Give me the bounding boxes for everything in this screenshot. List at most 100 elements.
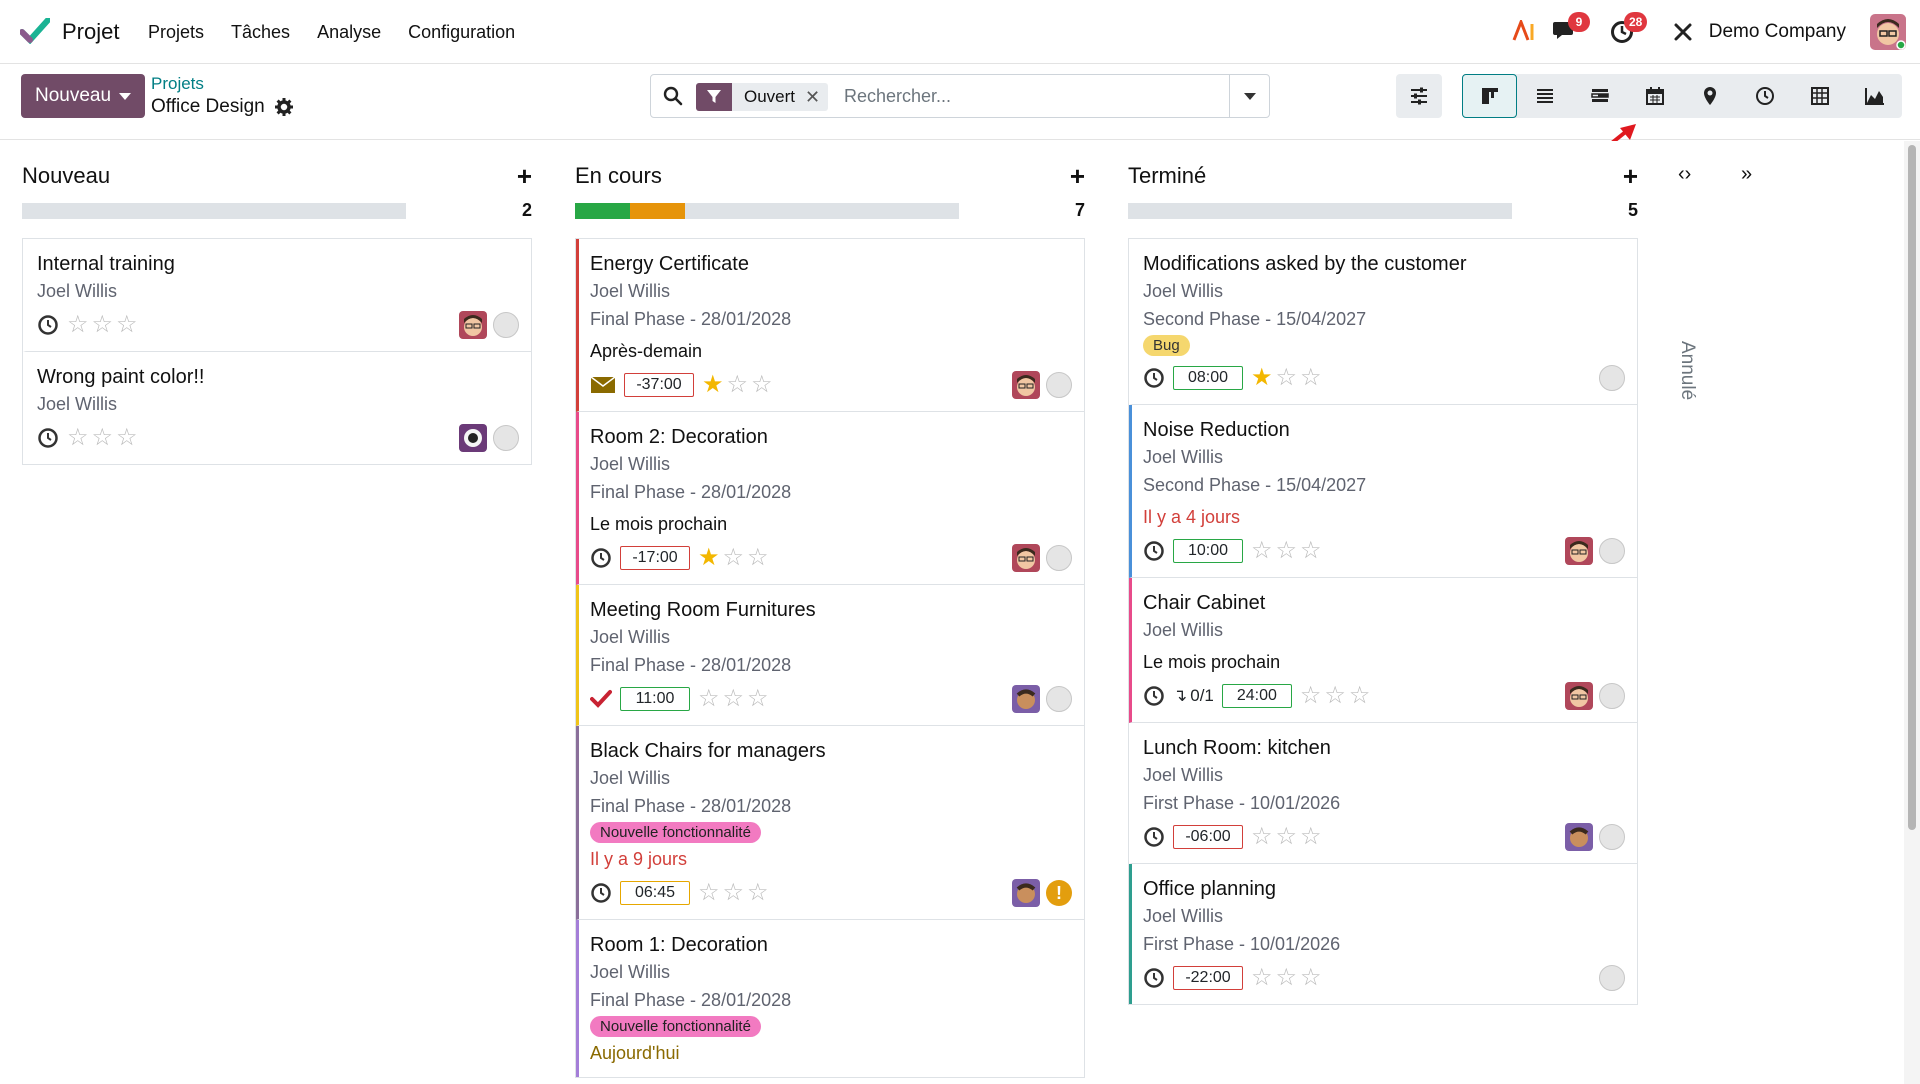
- user-avatar[interactable]: [1870, 14, 1906, 50]
- view-map[interactable]: [1682, 74, 1737, 118]
- star-icon[interactable]: ☆: [91, 311, 114, 338]
- star-icon[interactable]: ☆: [67, 311, 89, 338]
- column-progress-bar[interactable]: [1128, 203, 1512, 219]
- task-card[interactable]: Energy Certificate Joel Willis Final Pha…: [576, 239, 1084, 412]
- task-card[interactable]: Lunch Room: kitchen Joel Willis First Ph…: [1129, 723, 1637, 864]
- clock-icon[interactable]: [590, 547, 612, 569]
- priority-stars[interactable]: ★ ☆ ☆: [1251, 366, 1322, 390]
- warning-icon[interactable]: !: [1046, 880, 1072, 906]
- new-button[interactable]: Nouveau: [21, 74, 145, 118]
- star-icon[interactable]: ☆: [747, 685, 769, 712]
- star-icon[interactable]: ☆: [747, 544, 769, 571]
- task-card[interactable]: Meeting Room Furnitures Joel Willis Fina…: [576, 585, 1084, 726]
- assignee-avatar[interactable]: [459, 311, 487, 339]
- priority-stars[interactable]: ☆ ☆ ☆: [698, 687, 769, 711]
- plus-icon[interactable]: +: [1622, 161, 1638, 191]
- star-icon[interactable]: ☆: [1300, 964, 1322, 991]
- star-icon[interactable]: ★: [702, 371, 724, 398]
- kanban-state-icon[interactable]: [1599, 965, 1625, 991]
- priority-stars[interactable]: ☆ ☆ ☆: [1251, 539, 1322, 563]
- view-kanban[interactable]: [1462, 74, 1517, 118]
- clock-icon[interactable]: [1143, 826, 1165, 848]
- kanban-state-icon[interactable]: [1599, 365, 1625, 391]
- clock-icon[interactable]: [590, 882, 612, 904]
- clock-icon[interactable]: [1143, 967, 1165, 989]
- assignee-avatar[interactable]: [1565, 823, 1593, 851]
- star-icon[interactable]: ☆: [1275, 537, 1298, 564]
- search-options-toggle[interactable]: [1229, 75, 1269, 117]
- clock-icon[interactable]: [37, 427, 59, 449]
- star-icon[interactable]: ☆: [698, 879, 720, 906]
- star-icon[interactable]: ☆: [91, 424, 114, 451]
- app-name[interactable]: Projet: [62, 19, 120, 44]
- task-card[interactable]: Wrong paint color!! Joel Willis ☆ ☆ ☆: [23, 352, 531, 464]
- search-icon[interactable]: [663, 86, 683, 106]
- view-graph[interactable]: [1847, 74, 1902, 118]
- task-card[interactable]: Room 2: Decoration Joel Willis Final Pha…: [576, 412, 1084, 585]
- star-icon[interactable]: ☆: [1348, 682, 1371, 709]
- assignee-avatar[interactable]: [459, 424, 487, 452]
- star-icon[interactable]: ☆: [1300, 537, 1322, 564]
- plus-icon[interactable]: +: [516, 161, 532, 191]
- column-progress-bar[interactable]: [22, 203, 406, 219]
- app-logo-icon[interactable]: [20, 18, 50, 44]
- task-card[interactable]: Modifications asked by the customer Joel…: [1129, 239, 1637, 405]
- expand-columns-icon[interactable]: ‹›: [1678, 163, 1692, 185]
- column-title[interactable]: En cours: [575, 163, 662, 188]
- star-icon[interactable]: ☆: [722, 544, 745, 571]
- assignee-avatar[interactable]: [1565, 537, 1593, 565]
- star-icon[interactable]: ☆: [722, 879, 745, 906]
- star-icon[interactable]: ☆: [747, 879, 769, 906]
- breadcrumb-projets[interactable]: Projets: [151, 74, 204, 93]
- star-icon[interactable]: ☆: [1299, 682, 1322, 709]
- priority-stars[interactable]: ☆ ☆ ☆: [1251, 966, 1322, 990]
- star-icon[interactable]: ☆: [67, 424, 89, 451]
- kanban-state-icon[interactable]: [1046, 545, 1072, 571]
- menu-item-analyse[interactable]: Analyse: [317, 22, 382, 42]
- subtasks-counter[interactable]: ↴ 0/1: [1173, 686, 1214, 706]
- activities-button[interactable]: 28: [1610, 12, 1648, 49]
- close-icon[interactable]: ✕: [805, 86, 821, 107]
- priority-stars[interactable]: ☆ ☆ ☆: [67, 313, 138, 337]
- star-icon[interactable]: ☆: [1300, 823, 1322, 850]
- tools-icon[interactable]: [1673, 22, 1693, 42]
- task-card[interactable]: Chair Cabinet Joel Willis Le mois procha…: [1129, 578, 1637, 723]
- progress-segment[interactable]: [629, 203, 685, 219]
- plus-icon[interactable]: +: [1069, 161, 1085, 191]
- star-icon[interactable]: ☆: [1251, 537, 1273, 564]
- star-icon[interactable]: ☆: [1300, 364, 1322, 391]
- assignee-avatar[interactable]: [1012, 544, 1040, 572]
- star-icon[interactable]: ☆: [722, 685, 745, 712]
- envelope-icon[interactable]: [590, 375, 616, 395]
- view-pivot[interactable]: [1792, 74, 1847, 118]
- task-card[interactable]: Internal training Joel Willis ☆ ☆ ☆: [23, 239, 531, 352]
- kanban-state-icon[interactable]: [493, 312, 519, 338]
- kanban-state-icon[interactable]: [1046, 686, 1072, 712]
- star-icon[interactable]: ☆: [1275, 964, 1298, 991]
- star-icon[interactable]: ☆: [1324, 682, 1346, 709]
- gear-icon[interactable]: [274, 98, 293, 116]
- star-icon[interactable]: ☆: [1275, 364, 1298, 391]
- priority-stars[interactable]: ☆ ☆ ☆: [1300, 684, 1371, 708]
- task-card[interactable]: Noise Reduction Joel Willis Second Phase…: [1129, 405, 1637, 578]
- assignee-avatar[interactable]: [1012, 371, 1040, 399]
- view-calendar[interactable]: [1627, 74, 1682, 118]
- star-icon[interactable]: ☆: [698, 685, 720, 712]
- check-icon[interactable]: [590, 689, 612, 709]
- clock-icon[interactable]: [1143, 367, 1165, 389]
- assignee-avatar[interactable]: [1565, 682, 1593, 710]
- assignee-avatar[interactable]: [1012, 685, 1040, 713]
- priority-stars[interactable]: ★ ☆ ☆: [698, 546, 769, 570]
- priority-stars[interactable]: ☆ ☆ ☆: [1251, 825, 1322, 849]
- star-icon[interactable]: ★: [698, 544, 720, 571]
- column-title[interactable]: Terminé: [1128, 163, 1207, 188]
- menu-item-projets[interactable]: Projets: [148, 22, 205, 42]
- menu-item-taches[interactable]: Tâches: [231, 22, 291, 42]
- kanban-state-icon[interactable]: [1046, 372, 1072, 398]
- view-gantt[interactable]: [1572, 74, 1627, 118]
- ai-icon[interactable]: [1512, 20, 1536, 42]
- priority-stars[interactable]: ★ ☆ ☆: [702, 373, 773, 397]
- task-card[interactable]: Black Chairs for managers Joel Willis Fi…: [576, 726, 1084, 920]
- star-icon[interactable]: ★: [1251, 364, 1273, 391]
- clock-icon[interactable]: [37, 314, 59, 336]
